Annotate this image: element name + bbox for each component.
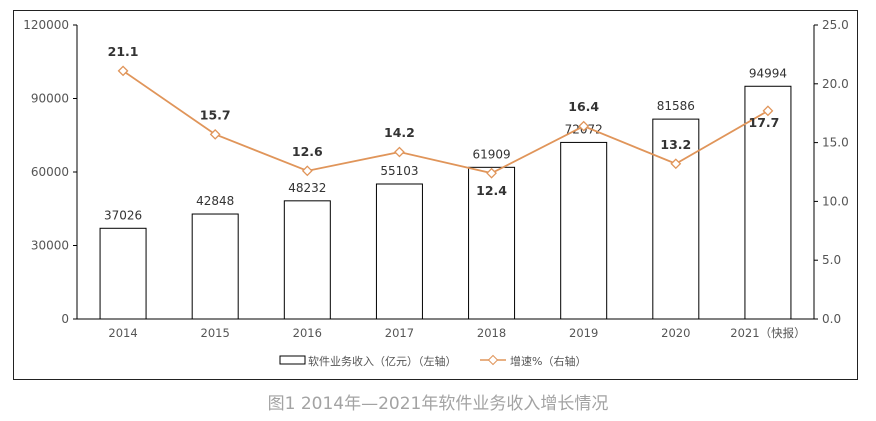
bar-value-label: 94994: [749, 66, 787, 80]
growth-point: [209, 128, 221, 140]
left-tick-label: 30000: [31, 239, 69, 253]
x-tick-label: 2016: [293, 326, 322, 340]
x-tick-label: 2017: [385, 326, 414, 340]
growth-point: [301, 165, 313, 177]
bar: [191, 213, 239, 320]
growth-value-label: 15.7: [200, 107, 231, 122]
bar: [744, 85, 792, 320]
x-tick-label: 2020: [661, 326, 690, 340]
x-tick-label: 2019: [569, 326, 598, 340]
right-tick-label: 5.0: [822, 253, 841, 267]
right-tick-label: 0.0: [822, 312, 841, 326]
bar-value-label: 48232: [288, 181, 326, 195]
growth-value-label: 13.2: [660, 137, 691, 152]
bar-value-label: 55103: [380, 164, 418, 178]
bar-value-label: 61909: [472, 147, 510, 161]
growth-line: [122, 70, 769, 175]
left-tick-label: 90000: [31, 92, 69, 106]
right-tick-label: 25.0: [822, 18, 849, 32]
legend-line-marker-icon: [487, 354, 499, 366]
growth-point: [486, 167, 497, 179]
left-tick-label: 60000: [31, 165, 69, 179]
growth-point: [394, 146, 405, 158]
left-tick-label: 120000: [23, 18, 69, 32]
growth-point: [578, 120, 590, 132]
growth-value-label: 21.1: [108, 44, 139, 59]
bar: [375, 183, 423, 320]
x-tick-label: 2014: [108, 326, 137, 340]
growth-value-label: 12.4: [476, 183, 507, 198]
right-tick-label: 10.0: [822, 194, 849, 208]
bar: [652, 118, 700, 320]
bar-value-label: 37026: [104, 208, 142, 222]
bar-value-label: 81586: [657, 99, 695, 113]
bar: [468, 166, 516, 320]
growth-point: [762, 105, 774, 117]
right-tick-label: 20.0: [822, 77, 849, 91]
growth-point: [670, 158, 682, 170]
x-tick-label: 2015: [201, 326, 230, 340]
legend-bar-label: 软件业务收入（亿元）（左轴）: [308, 354, 457, 368]
chart-caption: 图1 2014年—2021年软件业务收入增长情况: [267, 394, 609, 414]
bar: [99, 227, 147, 320]
legend-line-label: 增速%（右轴）: [510, 354, 586, 368]
right-tick-label: 15.0: [822, 136, 849, 150]
legend-bar-swatch: [279, 355, 306, 365]
bar: [283, 200, 331, 320]
bar: [560, 141, 608, 320]
chart-frame: [13, 10, 858, 380]
growth-value-label: 14.2: [384, 125, 415, 140]
x-tick-label: 2018: [477, 326, 506, 340]
x-tick-label: 2021（快报）: [730, 326, 805, 340]
growth-point: [117, 65, 129, 77]
growth-value-label: 12.6: [292, 144, 323, 159]
left-tick-label: 0: [61, 312, 69, 326]
growth-value-label: 17.7: [749, 115, 780, 130]
bar-value-label: 42848: [196, 194, 234, 208]
growth-value-label: 16.4: [568, 99, 599, 114]
